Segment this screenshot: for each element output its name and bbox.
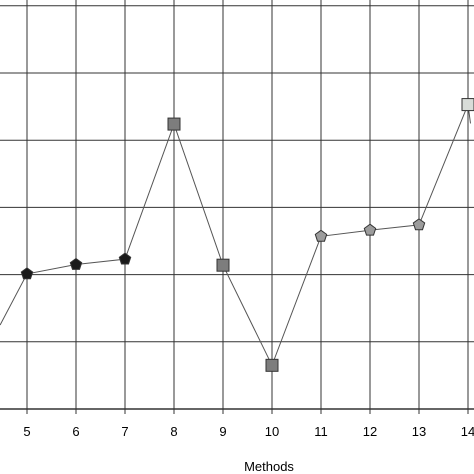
data-point-pentagon-6 [69, 257, 83, 270]
x-tick-label-8: 8 [170, 424, 177, 439]
x-tick-label-12: 12 [363, 424, 377, 439]
x-axis-label: Methods [244, 459, 294, 474]
x-tick-label-13: 13 [412, 424, 426, 439]
x-tick-label-9: 9 [219, 424, 226, 439]
x-tick-labels: 5 6 7 8 9 10 11 12 13 14 [23, 424, 474, 439]
data-point-square-8 [167, 117, 181, 131]
data-point-pentagon-7 [118, 252, 132, 265]
data-point-pentagon-12 [363, 223, 377, 236]
series-line [0, 102, 471, 367]
data-point-pentagon-13 [412, 218, 426, 231]
x-tick-label-14: 14 [461, 424, 474, 439]
x-tick-label-10: 10 [265, 424, 279, 439]
data-point-square-9 [216, 258, 230, 272]
x-tick-label-11: 11 [314, 424, 328, 439]
data-point-square-14 [461, 98, 474, 112]
x-tick-label-5: 5 [23, 424, 30, 439]
data-point-square-10 [265, 358, 279, 372]
series-markers [20, 98, 474, 372]
data-point-pentagon-5 [20, 267, 34, 280]
vertical-gridlines [26, 0, 469, 414]
x-tick-label-6: 6 [72, 424, 79, 439]
data-point-pentagon-11 [314, 229, 328, 242]
horizontal-gridlines [0, 5, 474, 410]
x-tick-label-7: 7 [121, 424, 128, 439]
